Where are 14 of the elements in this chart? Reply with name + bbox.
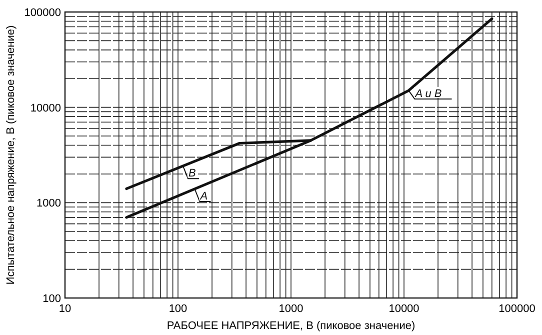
x-tick-label: 10 <box>58 303 72 315</box>
y-tick-label: 10000 <box>30 102 61 114</box>
y-axis-title: Испытательное напряжение, В (пиковое значение) <box>5 25 17 285</box>
annotation: A и B <box>414 88 442 100</box>
legend-label: A <box>199 190 208 203</box>
x-tick-label: 100000 <box>498 303 536 315</box>
y-tick-label: 100000 <box>24 7 61 19</box>
y-tick-label: 100 <box>42 293 61 305</box>
x-tick-label: 1000 <box>278 303 304 315</box>
x-tick-label: 100 <box>168 303 188 315</box>
x-tick-label: 10000 <box>388 303 420 315</box>
y-tick-label: 1000 <box>36 198 61 210</box>
series-label: B <box>188 168 196 180</box>
x-axis-title: РАБОЧЕЕ НАПРЯЖЕНИЕ, В (пиковое значение) <box>166 320 416 332</box>
